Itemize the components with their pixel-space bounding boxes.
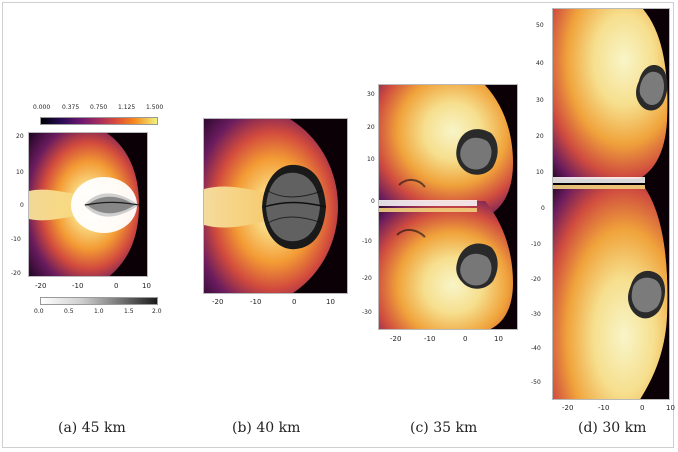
panel-d-ytick-8: -30: [531, 311, 541, 318]
panel-a-ytick-0: 20: [16, 133, 24, 140]
caption-a: (a) 45 km: [58, 420, 126, 436]
panel-d-xtick-1: -10: [598, 404, 610, 412]
panel-b: [203, 118, 348, 294]
panel-d-xtick-0: -20: [562, 404, 574, 412]
panel-c-xtick-1: -10: [424, 335, 436, 343]
panel-d-xtick-2: 0: [640, 404, 645, 412]
panel-c-xtick-3: 10: [494, 335, 503, 343]
panel-a-xtick-3: 10: [142, 282, 151, 290]
panel-b-xtick-3: 10: [326, 298, 335, 306]
panel-a-xtick-1: -10: [72, 282, 84, 290]
panel-a-ytick-1: 10: [16, 169, 24, 176]
colorbar-top: [40, 117, 158, 125]
panel-d-ytick-9: -40: [531, 345, 541, 352]
panel-d: [552, 8, 670, 400]
panel-a: [28, 132, 148, 277]
colorbar-top-tick-0: 0.000: [33, 104, 51, 111]
colorbar-top-tick-2: 0.750: [90, 104, 108, 111]
panel-d-heatmap: [553, 9, 669, 399]
panel-d-ytick-1: 40: [536, 60, 544, 67]
colorbar-bottom-tick-4: 2.0: [152, 308, 162, 315]
panel-a-ytick-2: 0: [20, 202, 24, 209]
panel-d-ytick-4: 10: [536, 169, 544, 176]
panel-c-ytick-4: -10: [362, 238, 372, 245]
panel-d-ytick-10: -50: [531, 379, 541, 386]
panel-d-ytick-5: 0: [541, 205, 545, 212]
panel-b-heatmap: [204, 119, 347, 293]
panel-c-ytick-6: -30: [362, 309, 372, 316]
panel-a-xtick-2: 0: [114, 282, 119, 290]
panel-c-ytick-5: -20: [362, 275, 372, 282]
panel-a-heatmap: [29, 133, 147, 276]
colorbar-bottom-tick-1: 0.5: [64, 308, 74, 315]
colorbar-bottom-tick-0: 0.0: [34, 308, 44, 315]
panel-d-ytick-2: 30: [536, 97, 544, 104]
caption-c: (c) 35 km: [410, 420, 478, 436]
colorbar-top-tick-3: 1.125: [118, 104, 136, 111]
panel-d-ytick-6: -10: [531, 241, 541, 248]
panel-d-xtick-3: 10: [666, 404, 675, 412]
panel-d-ytick-7: -20: [531, 276, 541, 283]
panel-b-xtick-2: 0: [292, 298, 297, 306]
panel-c: [378, 84, 518, 330]
colorbar-bottom-tick-2: 1.0: [94, 308, 104, 315]
panel-c-ytick-1: 20: [367, 124, 375, 131]
panel-d-ytick-0: 50: [536, 22, 544, 29]
panel-c-ytick-3: 0: [371, 198, 375, 205]
panel-d-ytick-3: 20: [536, 133, 544, 140]
caption-b: (b) 40 km: [232, 420, 301, 436]
panel-a-ytick-3: -10: [11, 236, 21, 243]
panel-c-xtick-0: -20: [390, 335, 402, 343]
panel-c-heatmap: [379, 85, 517, 329]
panel-b-xtick-1: -10: [250, 298, 262, 306]
panel-a-ytick-4: -20: [11, 270, 21, 277]
colorbar-bottom: [40, 297, 158, 305]
panel-c-ytick-0: 30: [367, 91, 375, 98]
colorbar-bottom-tick-3: 1.5: [124, 308, 134, 315]
colorbar-top-tick-1: 0.375: [62, 104, 80, 111]
panel-b-xtick-0: -20: [212, 298, 224, 306]
panel-a-xtick-0: -20: [35, 282, 47, 290]
caption-d: (d) 30 km: [578, 420, 647, 436]
panel-c-xtick-2: 0: [463, 335, 468, 343]
panel-c-ytick-2: 10: [367, 156, 375, 163]
colorbar-top-tick-4: 1.500: [146, 104, 164, 111]
